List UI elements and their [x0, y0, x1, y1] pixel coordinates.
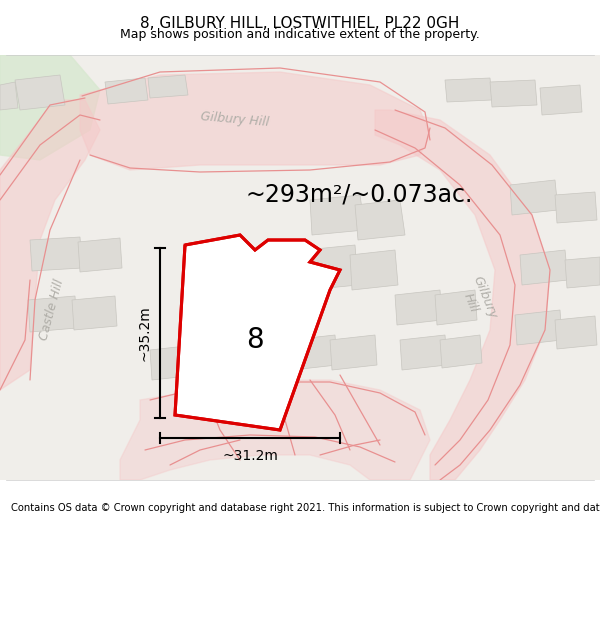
- Polygon shape: [515, 310, 562, 345]
- Text: Castle Hill: Castle Hill: [38, 278, 67, 342]
- Polygon shape: [290, 335, 337, 370]
- Polygon shape: [105, 78, 148, 104]
- Text: ~293m²/~0.073ac.: ~293m²/~0.073ac.: [245, 183, 472, 207]
- Polygon shape: [330, 335, 377, 370]
- Polygon shape: [80, 72, 430, 170]
- Polygon shape: [540, 85, 582, 115]
- Polygon shape: [30, 237, 82, 271]
- Polygon shape: [395, 290, 442, 325]
- Text: Contains OS data © Crown copyright and database right 2021. This information is : Contains OS data © Crown copyright and d…: [11, 503, 600, 513]
- Polygon shape: [440, 335, 482, 368]
- Polygon shape: [400, 335, 447, 370]
- Polygon shape: [0, 100, 100, 390]
- Polygon shape: [15, 75, 65, 110]
- Polygon shape: [350, 250, 398, 290]
- Polygon shape: [510, 180, 558, 215]
- Polygon shape: [555, 316, 597, 349]
- Polygon shape: [520, 250, 568, 285]
- Polygon shape: [310, 195, 365, 235]
- Polygon shape: [148, 75, 188, 98]
- Polygon shape: [305, 245, 358, 290]
- Text: 8: 8: [246, 326, 264, 354]
- Polygon shape: [445, 78, 492, 102]
- Polygon shape: [435, 290, 477, 325]
- Polygon shape: [565, 257, 600, 288]
- Polygon shape: [490, 80, 537, 107]
- Polygon shape: [555, 192, 597, 223]
- Polygon shape: [175, 235, 340, 430]
- Polygon shape: [355, 200, 405, 240]
- Text: ~31.2m: ~31.2m: [222, 449, 278, 463]
- Polygon shape: [120, 380, 430, 480]
- Polygon shape: [0, 82, 18, 110]
- Polygon shape: [72, 296, 117, 330]
- Text: Gilbury Hill: Gilbury Hill: [200, 111, 270, 129]
- Polygon shape: [28, 296, 77, 332]
- Polygon shape: [0, 55, 100, 160]
- Polygon shape: [195, 345, 242, 380]
- Polygon shape: [375, 110, 550, 480]
- Text: Map shows position and indicative extent of the property.: Map shows position and indicative extent…: [120, 28, 480, 41]
- Text: ~35.2m: ~35.2m: [137, 305, 151, 361]
- Text: Gilbury
Hill: Gilbury Hill: [457, 274, 499, 326]
- Polygon shape: [78, 238, 122, 272]
- Polygon shape: [150, 345, 198, 380]
- Text: 8, GILBURY HILL, LOSTWITHIEL, PL22 0GH: 8, GILBURY HILL, LOSTWITHIEL, PL22 0GH: [140, 16, 460, 31]
